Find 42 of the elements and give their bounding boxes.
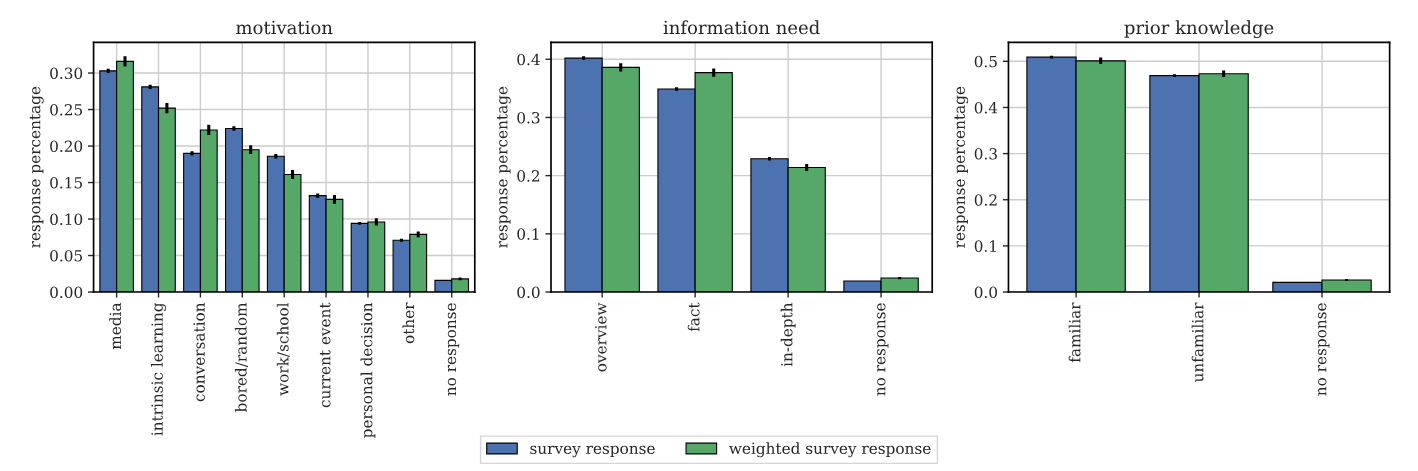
x-tick-label: bored/random <box>234 302 248 412</box>
y-tick-label: 0.25 <box>50 104 82 116</box>
x-tick-label: no response <box>877 303 889 396</box>
x-tick-label: in-depth <box>780 302 796 367</box>
y-tick-label: 0.3 <box>974 148 997 160</box>
x-tick-label: media <box>109 302 122 350</box>
y-tick-label: 0.15 <box>50 177 82 189</box>
y-tick-label: 0.2 <box>974 194 997 206</box>
chart-title: motivation <box>236 20 333 35</box>
x-tick-label: familiar <box>1068 302 1081 363</box>
chart-title: information need <box>663 20 820 35</box>
x-tick-label: fact <box>687 302 700 332</box>
x-tick-label: other <box>402 302 415 344</box>
x-tick-label: no response <box>447 303 460 396</box>
y-tick-label: 0.1 <box>517 228 539 240</box>
legend-label: survey response <box>530 445 655 458</box>
x-tick-label: no response <box>1318 303 1330 396</box>
x-tick-label: overview <box>595 302 607 372</box>
y-tick-label: 0.30 <box>50 67 83 80</box>
y-tick-label: 0.2 <box>517 170 540 182</box>
y-tick-label: 0.0 <box>974 286 998 299</box>
y-tick-label: 0.4 <box>974 101 998 114</box>
x-tick-label: intrinsic learning <box>151 302 167 436</box>
x-tick-label: unfamiliar <box>1191 302 1204 383</box>
x-tick-label: current event <box>319 302 331 408</box>
y-tick-label: 0.3 <box>517 111 540 124</box>
y-tick-label: 0.10 <box>50 213 83 226</box>
x-tick-label: personal decision <box>360 302 376 438</box>
chart-title: prior knowledge <box>1124 20 1274 39</box>
y-tick-label: 0.5 <box>974 55 997 68</box>
y-axis-title: response percentage <box>954 86 969 248</box>
y-axis-title: response percentage <box>496 86 511 248</box>
y-tick-label: 0.1 <box>974 240 996 252</box>
y-tick-label: 0.20 <box>50 140 83 153</box>
y-tick-label: 0.05 <box>50 249 82 262</box>
x-tick-label: work/school <box>276 302 290 396</box>
y-axis-title: response percentage <box>29 86 44 248</box>
y-tick-label: 0.0 <box>517 286 540 299</box>
x-tick-label: conversation <box>193 302 205 402</box>
legend-label: weighted survey response <box>729 442 931 458</box>
y-tick-label: 0.4 <box>517 53 540 66</box>
y-tick-label: 0.00 <box>50 286 83 299</box>
